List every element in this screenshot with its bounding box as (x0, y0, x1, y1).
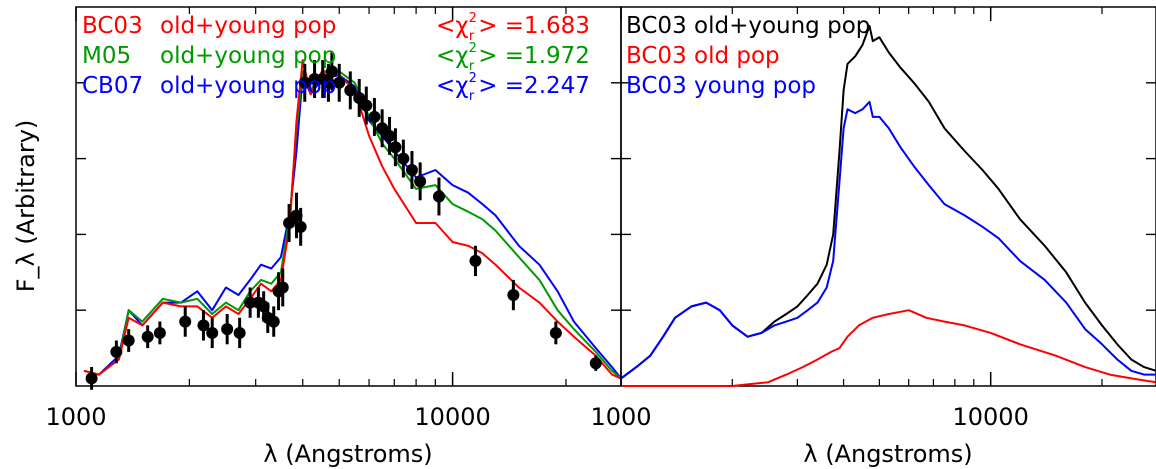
legend-entry: BC03 old pop (626, 43, 780, 69)
x-tick-label: 1000 (590, 403, 651, 431)
legend-model-name: BC03 (82, 13, 143, 39)
data-point (344, 84, 357, 97)
data-point (267, 315, 280, 328)
right-series-line-2 (620, 100, 1156, 380)
data-point (405, 163, 418, 176)
legend-population: old+young pop (160, 13, 336, 39)
y-axis-label: F_λ (Arbitrary) (12, 120, 40, 293)
data-point (110, 345, 123, 358)
data-point (141, 330, 154, 343)
left-series-line-0 (83, 74, 622, 380)
data-point (397, 152, 410, 165)
data-point (276, 281, 289, 294)
data-point (244, 296, 257, 309)
right-panel: 1000 10000 λ (Angstroms) BC03 old+young p… (590, 6, 1156, 468)
data-point (383, 129, 396, 142)
x-tick-label: 1000 (45, 403, 106, 431)
left-legend: BC03 old+young pop <χ2 r > =1.683 M05 old+youn… (82, 11, 590, 104)
data-point (469, 254, 482, 267)
legend-entry: BC03 young pop (626, 73, 816, 99)
right-x-axis-label: λ (Angstroms) (803, 440, 972, 468)
data-point (298, 76, 311, 89)
right-plot-frame (620, 6, 1156, 387)
data-point (233, 326, 246, 339)
data-point (589, 357, 602, 370)
data-point (179, 315, 192, 328)
left-ticks-layer: 1000 10000 (45, 7, 621, 431)
data-point (283, 217, 296, 230)
data-point (376, 122, 389, 135)
data-point (368, 110, 381, 123)
data-point (294, 220, 307, 233)
right-ticks-layer: 1000 10000 (590, 7, 1156, 431)
left-series-layer (83, 52, 622, 390)
data-point (153, 326, 166, 339)
left-observed-points (85, 52, 602, 390)
data-point (85, 372, 98, 385)
x-tick-label: 10000 (414, 403, 490, 431)
data-point (360, 99, 373, 112)
legend-chi2: <χ2 r > =1.683 (436, 11, 590, 44)
right-series-line-1 (621, 309, 1156, 387)
legend-model-name: M05 (82, 43, 131, 69)
right-series-layer (620, 24, 1156, 387)
data-point (122, 334, 135, 347)
legend-population: old+young pop (160, 73, 336, 99)
data-point (353, 91, 366, 104)
data-point (325, 65, 338, 78)
data-point (432, 190, 445, 203)
data-point (221, 323, 234, 336)
legend-population: old+young pop (160, 43, 336, 69)
legend-chi2: <χ2 r > =1.972 (436, 41, 590, 74)
data-point (197, 319, 210, 332)
data-point (333, 76, 346, 89)
data-point (507, 289, 520, 302)
data-point (549, 326, 562, 339)
x-tick-label: 10000 (953, 403, 1029, 431)
data-point (389, 141, 402, 154)
left-x-axis-label: λ (Angstroms) (263, 440, 432, 468)
data-point (206, 326, 219, 339)
legend-entry: BC03 old+young pop (626, 13, 870, 39)
legend-model-name: CB07 (82, 73, 143, 99)
right-legend: BC03 old+young pop BC03 old pop BC03 young… (626, 13, 870, 99)
legend-chi2: <χ2 r > =2.247 (436, 71, 590, 104)
data-point (414, 175, 427, 188)
left-panel: 1000 10000 λ (Angstroms) BC03 old+young po… (45, 6, 622, 468)
